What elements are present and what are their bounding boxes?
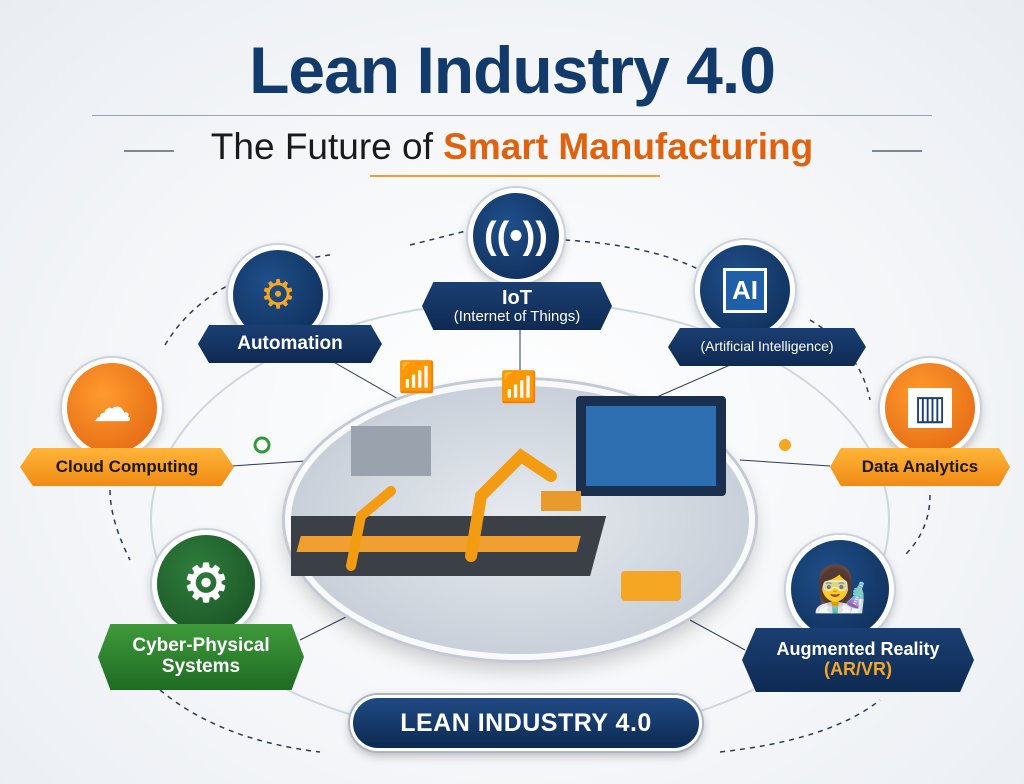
machines [351,426,431,476]
truck [621,571,681,601]
ar-label: Augmented Reality (AR/VR) [742,628,974,692]
cloud-server-icon: ☁ [92,386,132,430]
divider [124,150,174,152]
accent-underline [370,175,660,177]
center-badge: LEAN INDUSTRY 4.0 [350,695,702,751]
subtitle-highlight: Smart Manufacturing [443,126,814,167]
factory-illustration [260,396,726,601]
robot-arm [465,448,557,562]
dashed-arrow [409,229,471,246]
cps-subtitle: Systems [161,656,241,677]
dashed-arrow [109,489,131,561]
robot-arm [346,486,396,571]
cps-title: Cyber-Physical [132,635,270,657]
page-subtitle: The Future of Smart Manufacturing [0,126,1024,168]
wifi-icon: ((•)) [484,214,548,257]
ar-circle: 👩‍🔬 [786,535,894,643]
box [541,491,581,511]
dashed-arrow [719,699,881,753]
dashed-arrow [904,494,931,556]
ar-title: Augmented Reality [776,639,940,660]
cloud-circle: ☁ [62,358,162,458]
cps-circle: ⚙ [152,530,260,638]
cloud-label: Cloud Computing [20,448,234,486]
subtitle-prefix: The Future of [210,126,444,167]
ar-subtitle: (AR/VR) [824,659,892,679]
analytics-circle: ▥ [880,358,980,458]
iot-label: IoT (Internet of Things) [422,282,612,330]
smart-factory-platform [260,380,755,660]
divider [92,115,932,116]
monitor-chart-icon: ▥ [907,388,953,428]
page-title: Lean Industry 4.0 [249,33,776,107]
robot-arm-icon: ⚙ [260,273,296,317]
dashed-arrow [159,689,321,753]
wifi-icon: 📶 [398,361,436,394]
vr-headset-person-icon: 👩‍🔬 [812,565,868,614]
dashed-arrow [564,239,701,271]
chip-icon: AI [723,267,767,313]
iot-title: IoT [502,286,532,309]
divider [872,150,922,152]
ai-label: (Artificial Intelligence) [668,328,866,366]
dashed-arrow [164,254,331,346]
gears-icon: ⚙ [182,555,230,613]
iot-circle: ((•)) [468,188,564,284]
wifi-icon: 📶 [500,371,538,404]
cps-label: Cyber-Physical Systems [98,624,304,690]
automation-label: Automation [198,325,382,363]
ai-circle: AI [695,240,795,340]
analytics-label: Data Analytics [830,448,1010,486]
iot-subtitle: (Internet of Things) [453,307,581,325]
